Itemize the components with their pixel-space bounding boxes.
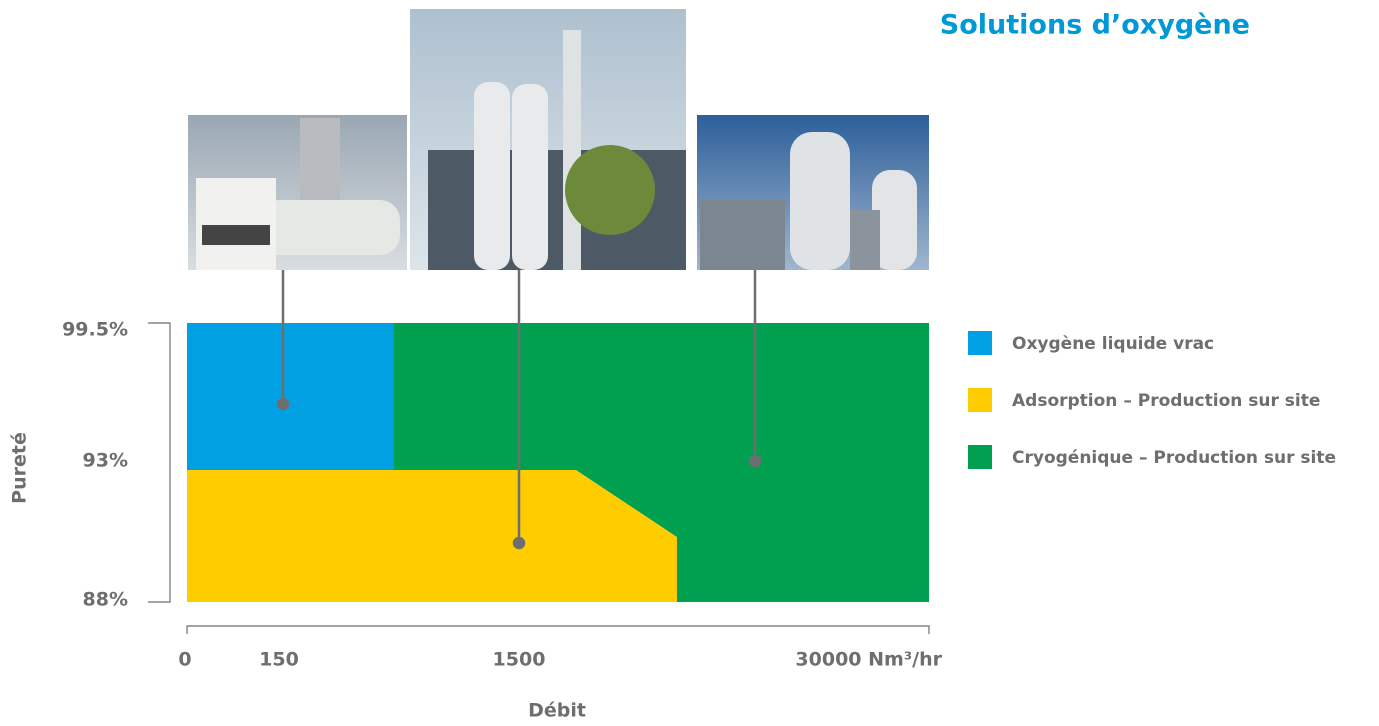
y-tick-label: 88% <box>83 589 128 611</box>
region-cryogenic <box>394 323 929 602</box>
photo-tanks <box>697 115 929 270</box>
legend-swatch <box>968 388 992 412</box>
y-tick-label: 93% <box>83 450 128 472</box>
legend-swatch <box>968 331 992 355</box>
x-tick-label: 30000 Nm³/hr <box>795 649 942 671</box>
y-axis-title: Pureté <box>9 432 31 504</box>
region-adsorption <box>187 470 677 602</box>
x-tick-label: 150 <box>259 649 299 671</box>
y-tick-label: 99.5% <box>62 319 128 341</box>
legend: Oxygène liquide vrac Adsorption – Product… <box>968 331 1336 469</box>
legend-label: Adsorption – Production sur site <box>1012 391 1320 411</box>
legend-swatch <box>968 445 992 469</box>
x-axis-title: Débit <box>528 700 586 722</box>
legend-label: Oxygène liquide vrac <box>1012 334 1214 354</box>
photo-plant <box>410 9 686 270</box>
title: Solutions d’oxygène <box>940 10 1250 41</box>
legend-label: Cryogénique – Production sur site <box>1012 448 1336 468</box>
x-tick-label: 0 <box>178 649 191 671</box>
axes <box>148 322 930 634</box>
region-liquid <box>187 323 394 470</box>
photo-truck <box>188 115 407 270</box>
x-tick-label: 1500 <box>493 649 546 671</box>
pins <box>276 270 762 550</box>
